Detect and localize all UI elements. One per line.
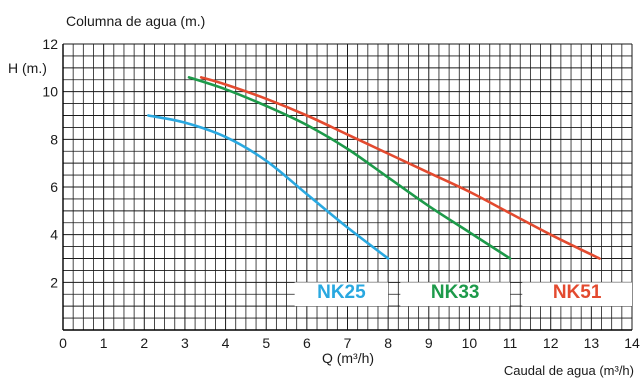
- series-line-nk51: [199, 76, 601, 260]
- x-tick-label: 12: [543, 335, 559, 351]
- y-tick-label: 2: [50, 274, 58, 290]
- y-tick-label: 6: [50, 179, 58, 195]
- series-line-nk33: [187, 76, 512, 260]
- series-label-nk33: NK33: [431, 282, 480, 303]
- x-tick-label: 4: [222, 335, 230, 351]
- x-tick-label: 8: [384, 335, 392, 351]
- chart-series: [147, 76, 601, 260]
- x-tick-label: 11: [503, 335, 518, 351]
- y-axis-label: H (m.): [8, 60, 47, 76]
- x-axis-label: Q (m³/h): [322, 350, 374, 366]
- x-tick-label: 5: [262, 335, 270, 351]
- chart-title: Columna de agua (m.): [66, 13, 205, 29]
- x-tick-label: 6: [303, 335, 311, 351]
- series-label-nk25: NK25: [317, 282, 366, 303]
- x-tick-label: 3: [181, 335, 189, 351]
- x-tick-label: 2: [140, 335, 148, 351]
- x-tick-label: 14: [624, 335, 640, 351]
- x-tick-label: 9: [425, 335, 433, 351]
- x-tick-label: 13: [584, 335, 600, 351]
- y-tick-label: 12: [42, 36, 58, 52]
- series-label-boxes: NK25 NK33 NK51: [294, 282, 632, 307]
- y-tick-label: 10: [42, 84, 58, 100]
- x-tick-label: 1: [100, 335, 108, 351]
- x-tick-label: 10: [462, 335, 478, 351]
- series-label-box: [294, 282, 389, 307]
- series-label-nk51: NK51: [553, 282, 602, 303]
- y-tick-label: 4: [50, 227, 58, 243]
- chart-axes: [62, 44, 632, 331]
- series-label-box: [400, 282, 511, 307]
- y-tick-label: 8: [50, 131, 58, 147]
- x-tick-label: 0: [59, 335, 67, 351]
- series-label-box: [522, 282, 632, 307]
- series-line-nk25: [147, 114, 390, 260]
- x-tick-label: 7: [344, 335, 352, 351]
- x-axis-label-secondary: Caudal de agua (m³/h): [504, 363, 634, 378]
